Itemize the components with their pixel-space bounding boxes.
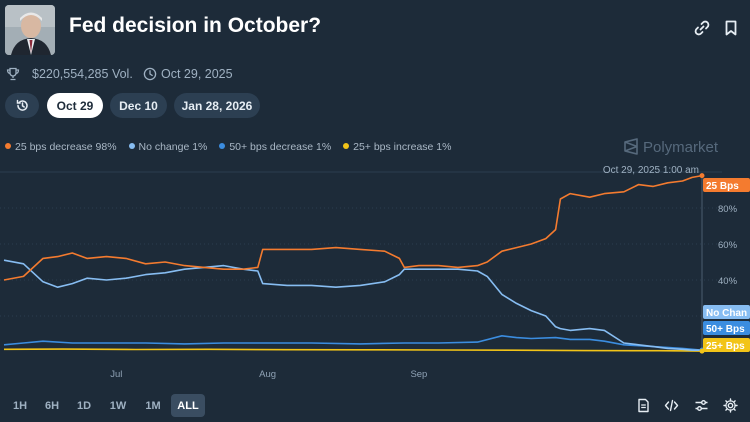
series-end-label-bg: [703, 305, 750, 319]
code-icon[interactable]: [664, 398, 679, 413]
trophy-icon: [6, 67, 20, 81]
polymarket-logo-icon: [624, 138, 638, 155]
price-chart[interactable]: 80% 60% 40% Jul Aug Sep Oct 29, 2025 1:00 am 25…: [0, 158, 750, 384]
bookmark-icon[interactable]: [722, 19, 740, 37]
link-icon[interactable]: [693, 19, 711, 37]
series-end-label: No Chan: [706, 308, 747, 319]
legend-label: 50+ bps decrease 1%: [229, 141, 332, 153]
legend-item: 25+ bps increase 1%: [343, 141, 451, 153]
range-1d[interactable]: 1D: [76, 399, 92, 412]
brand-name: Polymarket: [643, 139, 719, 156]
series-line: [3, 348, 703, 352]
tab-oct-29[interactable]: Oct 29: [47, 93, 103, 118]
series-end-label-bg: [703, 321, 750, 335]
volume-text: $220,554,285 Vol.: [32, 67, 133, 81]
tab-dec-10[interactable]: Dec 10: [110, 93, 167, 118]
legend-dot: [219, 143, 226, 149]
hover-date-label: Oct 29, 2025 1:00 am: [603, 165, 699, 176]
legend-dot: [5, 143, 11, 149]
range-1m[interactable]: 1M: [145, 399, 161, 412]
series-line: [3, 335, 703, 351]
legend-label: No change 1%: [138, 141, 208, 153]
series-end-label-bg: [703, 338, 750, 352]
range-all[interactable]: ALL: [171, 394, 205, 417]
legend-label: 25 bps decrease 98%: [15, 141, 117, 153]
brand-watermark: Polymarket: [623, 138, 718, 156]
gear-icon[interactable]: [723, 398, 738, 413]
legend-item: No change 1%: [128, 141, 208, 153]
market-title: Fed decision in October?: [69, 14, 322, 37]
series-line: [3, 174, 703, 281]
x-tick-label: Sep: [410, 369, 427, 380]
history-button[interactable]: [5, 93, 39, 118]
tab-jan-28-2026[interactable]: Jan 28, 2026: [174, 93, 260, 118]
range-1h[interactable]: 1H: [12, 399, 28, 412]
legend-dot: [128, 143, 135, 149]
series-end-label-bg: [703, 178, 750, 192]
legend-dot: [343, 143, 350, 149]
clock-icon: [143, 67, 157, 81]
y-tick-label: 40%: [718, 276, 738, 287]
range-1w[interactable]: 1W: [109, 399, 127, 412]
y-tick-label: 60%: [718, 240, 738, 251]
document-icon[interactable]: [636, 398, 651, 413]
x-tick-label: Aug: [259, 369, 276, 380]
chart-legend: 25 bps decrease 98% No change 1% 50+ bps…: [5, 141, 460, 153]
market-avatar: [5, 5, 55, 55]
y-tick-label: 80%: [718, 204, 738, 215]
series-line: [3, 259, 702, 351]
sliders-icon[interactable]: [694, 398, 709, 413]
legend-item: 50+ bps decrease 1%: [219, 141, 331, 153]
x-tick-label: Jul: [110, 369, 122, 380]
range-6h[interactable]: 6H: [44, 399, 60, 412]
end-date-text: Oct 29, 2025: [161, 67, 233, 81]
series-end-label: 50+ Bps: [706, 324, 745, 335]
series-end-label: 25+ Bps: [706, 341, 745, 352]
series-end-point: [699, 173, 705, 179]
legend-label: 25+ bps increase 1%: [353, 141, 452, 153]
history-icon: [16, 99, 28, 111]
series-end-label: 25 Bps: [706, 181, 739, 192]
legend-item: 25 bps decrease 98%: [5, 141, 117, 153]
